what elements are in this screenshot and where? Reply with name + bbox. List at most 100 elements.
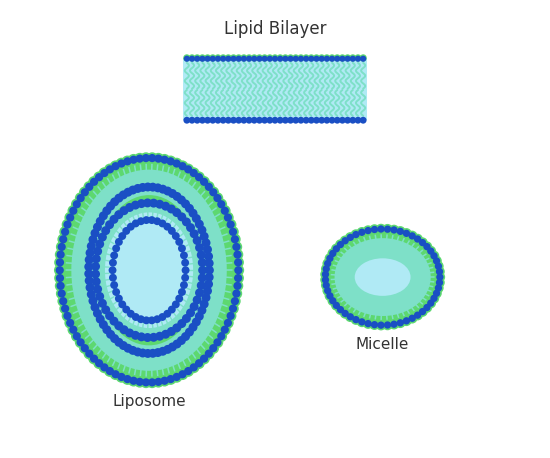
Circle shape [235, 117, 242, 124]
Circle shape [303, 56, 309, 62]
Circle shape [229, 305, 237, 313]
Circle shape [351, 314, 361, 325]
Circle shape [62, 219, 73, 230]
Circle shape [128, 346, 138, 355]
Ellipse shape [96, 203, 202, 338]
Circle shape [93, 285, 102, 294]
Circle shape [389, 319, 399, 329]
Circle shape [222, 212, 234, 224]
Circle shape [431, 256, 442, 266]
Circle shape [98, 299, 107, 308]
Circle shape [125, 328, 134, 338]
Circle shape [190, 229, 199, 238]
Circle shape [225, 219, 236, 230]
Circle shape [54, 272, 66, 284]
Circle shape [96, 217, 104, 226]
Circle shape [426, 298, 436, 308]
Circle shape [79, 343, 91, 354]
Circle shape [92, 277, 101, 286]
Circle shape [225, 54, 232, 61]
Circle shape [329, 250, 337, 257]
Circle shape [358, 229, 366, 236]
Circle shape [91, 229, 100, 238]
Circle shape [125, 203, 134, 212]
Circle shape [434, 277, 445, 288]
Circle shape [288, 56, 294, 62]
Circle shape [124, 188, 133, 196]
Circle shape [173, 192, 182, 201]
Circle shape [54, 264, 65, 276]
Circle shape [197, 251, 206, 259]
Circle shape [133, 348, 142, 356]
Circle shape [217, 200, 225, 208]
Circle shape [227, 226, 239, 238]
Circle shape [227, 312, 235, 320]
Circle shape [133, 184, 142, 193]
Circle shape [230, 241, 242, 253]
Circle shape [417, 306, 428, 317]
Circle shape [424, 243, 431, 251]
Circle shape [167, 157, 175, 165]
Circle shape [110, 281, 118, 289]
Circle shape [98, 233, 107, 241]
Circle shape [95, 240, 104, 249]
Circle shape [199, 54, 206, 61]
Circle shape [84, 262, 94, 271]
Circle shape [234, 274, 242, 282]
Circle shape [192, 295, 202, 305]
Circle shape [59, 226, 71, 238]
Circle shape [333, 302, 340, 309]
Circle shape [230, 56, 236, 62]
Circle shape [129, 376, 138, 385]
Circle shape [140, 152, 152, 164]
Circle shape [59, 235, 67, 243]
Circle shape [331, 244, 342, 254]
Circle shape [346, 313, 354, 321]
Circle shape [55, 280, 67, 292]
Circle shape [175, 294, 183, 302]
Circle shape [123, 375, 131, 383]
Circle shape [128, 154, 139, 165]
Circle shape [339, 117, 346, 124]
Circle shape [153, 348, 162, 357]
Circle shape [235, 56, 242, 62]
Circle shape [167, 205, 176, 213]
Circle shape [326, 255, 333, 262]
Circle shape [56, 274, 64, 282]
Circle shape [207, 343, 219, 354]
Circle shape [198, 176, 210, 188]
Circle shape [163, 310, 171, 318]
Circle shape [117, 373, 125, 381]
Circle shape [88, 176, 100, 188]
Circle shape [262, 56, 268, 62]
Circle shape [93, 309, 102, 318]
Circle shape [354, 54, 361, 61]
Circle shape [403, 229, 410, 237]
Circle shape [184, 367, 192, 375]
Circle shape [324, 56, 330, 62]
Circle shape [106, 367, 114, 375]
Circle shape [232, 280, 243, 292]
Circle shape [148, 183, 157, 191]
Circle shape [329, 297, 337, 305]
Circle shape [321, 264, 332, 274]
Circle shape [225, 310, 236, 322]
Circle shape [412, 310, 423, 321]
Circle shape [434, 272, 445, 282]
Circle shape [344, 56, 351, 62]
Circle shape [204, 54, 211, 61]
Circle shape [142, 154, 150, 162]
Circle shape [122, 227, 130, 235]
Circle shape [81, 188, 89, 196]
Circle shape [221, 207, 229, 215]
Circle shape [434, 284, 442, 292]
Circle shape [79, 186, 91, 198]
Circle shape [64, 317, 76, 329]
Circle shape [104, 164, 116, 175]
Circle shape [95, 173, 103, 181]
Circle shape [114, 338, 123, 347]
Circle shape [68, 205, 79, 217]
Circle shape [128, 185, 138, 195]
Circle shape [127, 310, 135, 318]
Circle shape [298, 56, 304, 62]
